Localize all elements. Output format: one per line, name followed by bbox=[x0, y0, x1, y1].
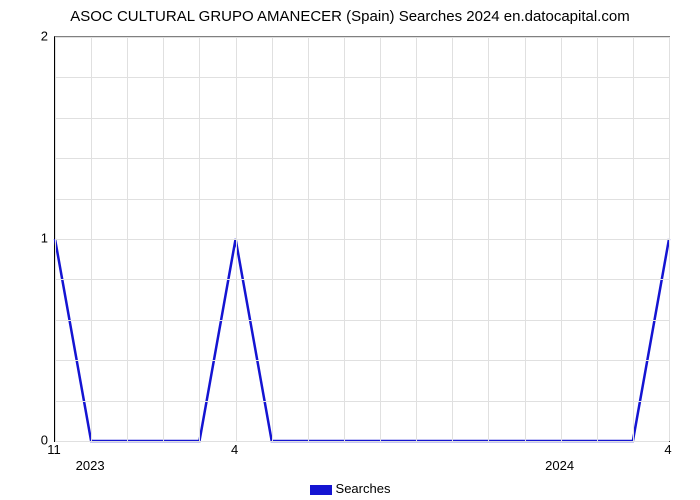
chart-title: ASOC CULTURAL GRUPO AMANECER (Spain) Sea… bbox=[0, 8, 700, 25]
legend: Searches bbox=[0, 481, 700, 496]
y-tick-label: 0 bbox=[8, 433, 48, 448]
x-tick-label: 4 bbox=[231, 442, 238, 457]
x-tick-year-label: 2023 bbox=[76, 458, 105, 473]
legend-swatch bbox=[310, 485, 332, 495]
y-tick-label: 2 bbox=[8, 29, 48, 44]
chart-container: ASOC CULTURAL GRUPO AMANECER (Spain) Sea… bbox=[0, 0, 700, 500]
x-tick-label: 11 bbox=[47, 442, 61, 457]
y-tick-label: 1 bbox=[8, 231, 48, 246]
legend-label: Searches bbox=[336, 481, 391, 496]
x-tick-label: 4 bbox=[664, 442, 671, 457]
plot-area bbox=[54, 36, 670, 442]
x-tick-year-label: 2024 bbox=[545, 458, 574, 473]
